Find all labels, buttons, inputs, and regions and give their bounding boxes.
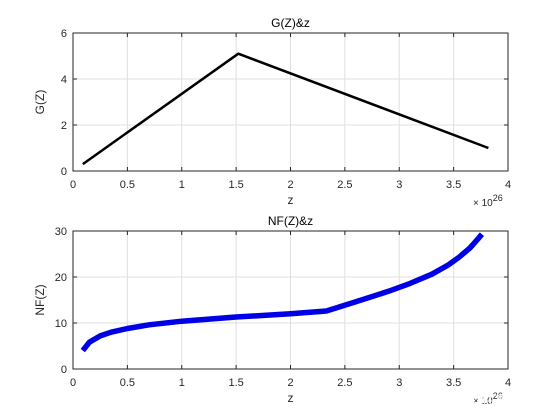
y-tick-label: 6 <box>61 28 67 40</box>
x-tick-label: 2 <box>287 179 293 191</box>
watermark: 掘金技术社区@ 软件算法开发 <box>374 393 547 408</box>
y-tick-label: 4 <box>61 74 67 86</box>
x-exponent-power: 26 <box>493 193 503 203</box>
x-tick-label: 2.5 <box>337 377 352 389</box>
series-line <box>82 52 489 166</box>
axes-box <box>72 230 509 370</box>
x-tick-label: 0.5 <box>120 179 135 191</box>
series-line <box>80 232 485 353</box>
x-tick-label: 3.5 <box>446 179 461 191</box>
x-tick-label: 1 <box>179 179 185 191</box>
axes-box <box>72 32 509 172</box>
x-tick-label: 0 <box>70 377 76 389</box>
x-tick-label: 0 <box>70 179 76 191</box>
x-tick-label: 2 <box>287 377 293 389</box>
x-tick-label: 2.5 <box>337 179 352 191</box>
x-exponent-power: 26 <box>493 391 503 401</box>
y-tick-label: 0 <box>61 364 67 376</box>
x-exponent-label: × 1026 <box>473 193 503 209</box>
x-tick-label: 3 <box>396 377 402 389</box>
x-axis-label: z <box>288 193 294 207</box>
x-tick-label: 4 <box>505 179 511 191</box>
x-tick-label: 3.5 <box>446 377 461 389</box>
x-tick-label: 4 <box>505 377 511 389</box>
y-tick-label: 30 <box>55 226 67 238</box>
bottom-axes: 0 0.5 1 1.5 2 2.5 3 3.5 4 0 10 20 30 NF(Z)&z z NF(Z) × 1… <box>33 214 511 407</box>
x-tick-label: 1.5 <box>228 377 243 389</box>
x-exponent-base: × 10 <box>473 396 493 407</box>
y-tick-label: 2 <box>61 120 67 132</box>
x-exponent-label: × 1026 <box>473 391 503 407</box>
y-tick-label: 10 <box>55 318 67 330</box>
y-axis-label: NF(Z) <box>33 284 47 315</box>
x-tick-label: 3 <box>396 179 402 191</box>
chart-title: G(Z)&z <box>271 16 310 30</box>
y-tick-label: 20 <box>55 272 67 284</box>
chart-title: NF(Z)&z <box>268 214 313 228</box>
x-tick-label: 0.5 <box>120 377 135 389</box>
x-tick-label: 1 <box>179 377 185 389</box>
top-axes: 0 0.5 1 1.5 2 2.5 3 3.5 4 0 2 4 6 G(Z)&z z G(Z) × 1026 <box>33 16 511 209</box>
x-tick-label: 1.5 <box>228 179 243 191</box>
y-tick-label: 0 <box>61 166 67 178</box>
x-exponent-base: × 10 <box>473 198 493 209</box>
y-axis-label: G(Z) <box>33 90 47 115</box>
x-axis-label: z <box>288 391 294 405</box>
